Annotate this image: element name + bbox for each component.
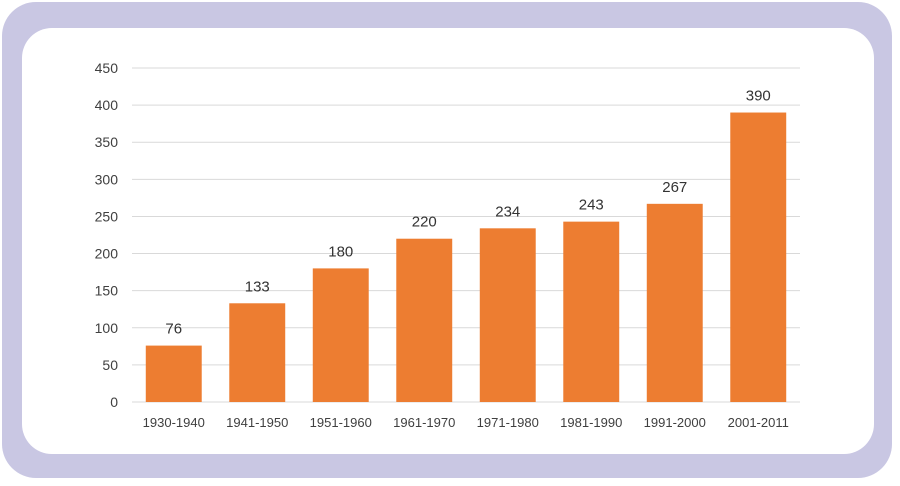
data-label: 390 (746, 88, 771, 105)
bar (479, 228, 536, 402)
y-axis-ticks: 0 50 100 150 200 250 300 350 400 450 (95, 60, 119, 410)
y-tick-label: 300 (95, 171, 119, 187)
bars (145, 112, 787, 403)
data-label: 243 (579, 197, 604, 214)
y-tick-label: 250 (95, 208, 119, 224)
x-tick-label: 1981-1990 (560, 415, 622, 430)
y-tick-label: 450 (95, 60, 119, 76)
data-label: 133 (245, 278, 270, 295)
y-tick-label: 350 (95, 134, 119, 150)
x-tick-label: 1930-1940 (143, 415, 205, 430)
x-tick-label: 2001-2011 (728, 415, 789, 430)
bar (229, 303, 286, 402)
data-label: 267 (662, 179, 687, 196)
x-tick-label: 1941-1950 (226, 415, 288, 430)
x-tick-label: 1951-1960 (310, 415, 372, 430)
data-label: 76 (165, 321, 182, 338)
data-label: 220 (412, 214, 437, 231)
bar (312, 268, 369, 402)
data-label: 180 (328, 243, 353, 260)
x-tick-label: 1971-1980 (477, 415, 539, 430)
bar (646, 203, 703, 402)
y-tick-label: 400 (95, 97, 119, 113)
y-tick-label: 50 (102, 357, 118, 373)
data-label: 234 (495, 203, 520, 220)
bar (396, 238, 453, 402)
bar (730, 112, 787, 403)
y-tick-label: 150 (95, 283, 119, 299)
x-axis-labels: 1930-1940 1941-1950 1951-1960 1961-1970 1971… (143, 415, 789, 430)
data-labels: 76 133 180 220 234 243 267 390 (165, 88, 770, 338)
bar (563, 221, 620, 402)
y-tick-label: 100 (95, 320, 119, 336)
x-tick-label: 1961-1970 (393, 415, 455, 430)
y-tick-label: 200 (95, 246, 119, 262)
x-tick-label: 1991-2000 (644, 415, 706, 430)
bar (145, 345, 202, 402)
y-tick-label: 0 (110, 394, 118, 410)
